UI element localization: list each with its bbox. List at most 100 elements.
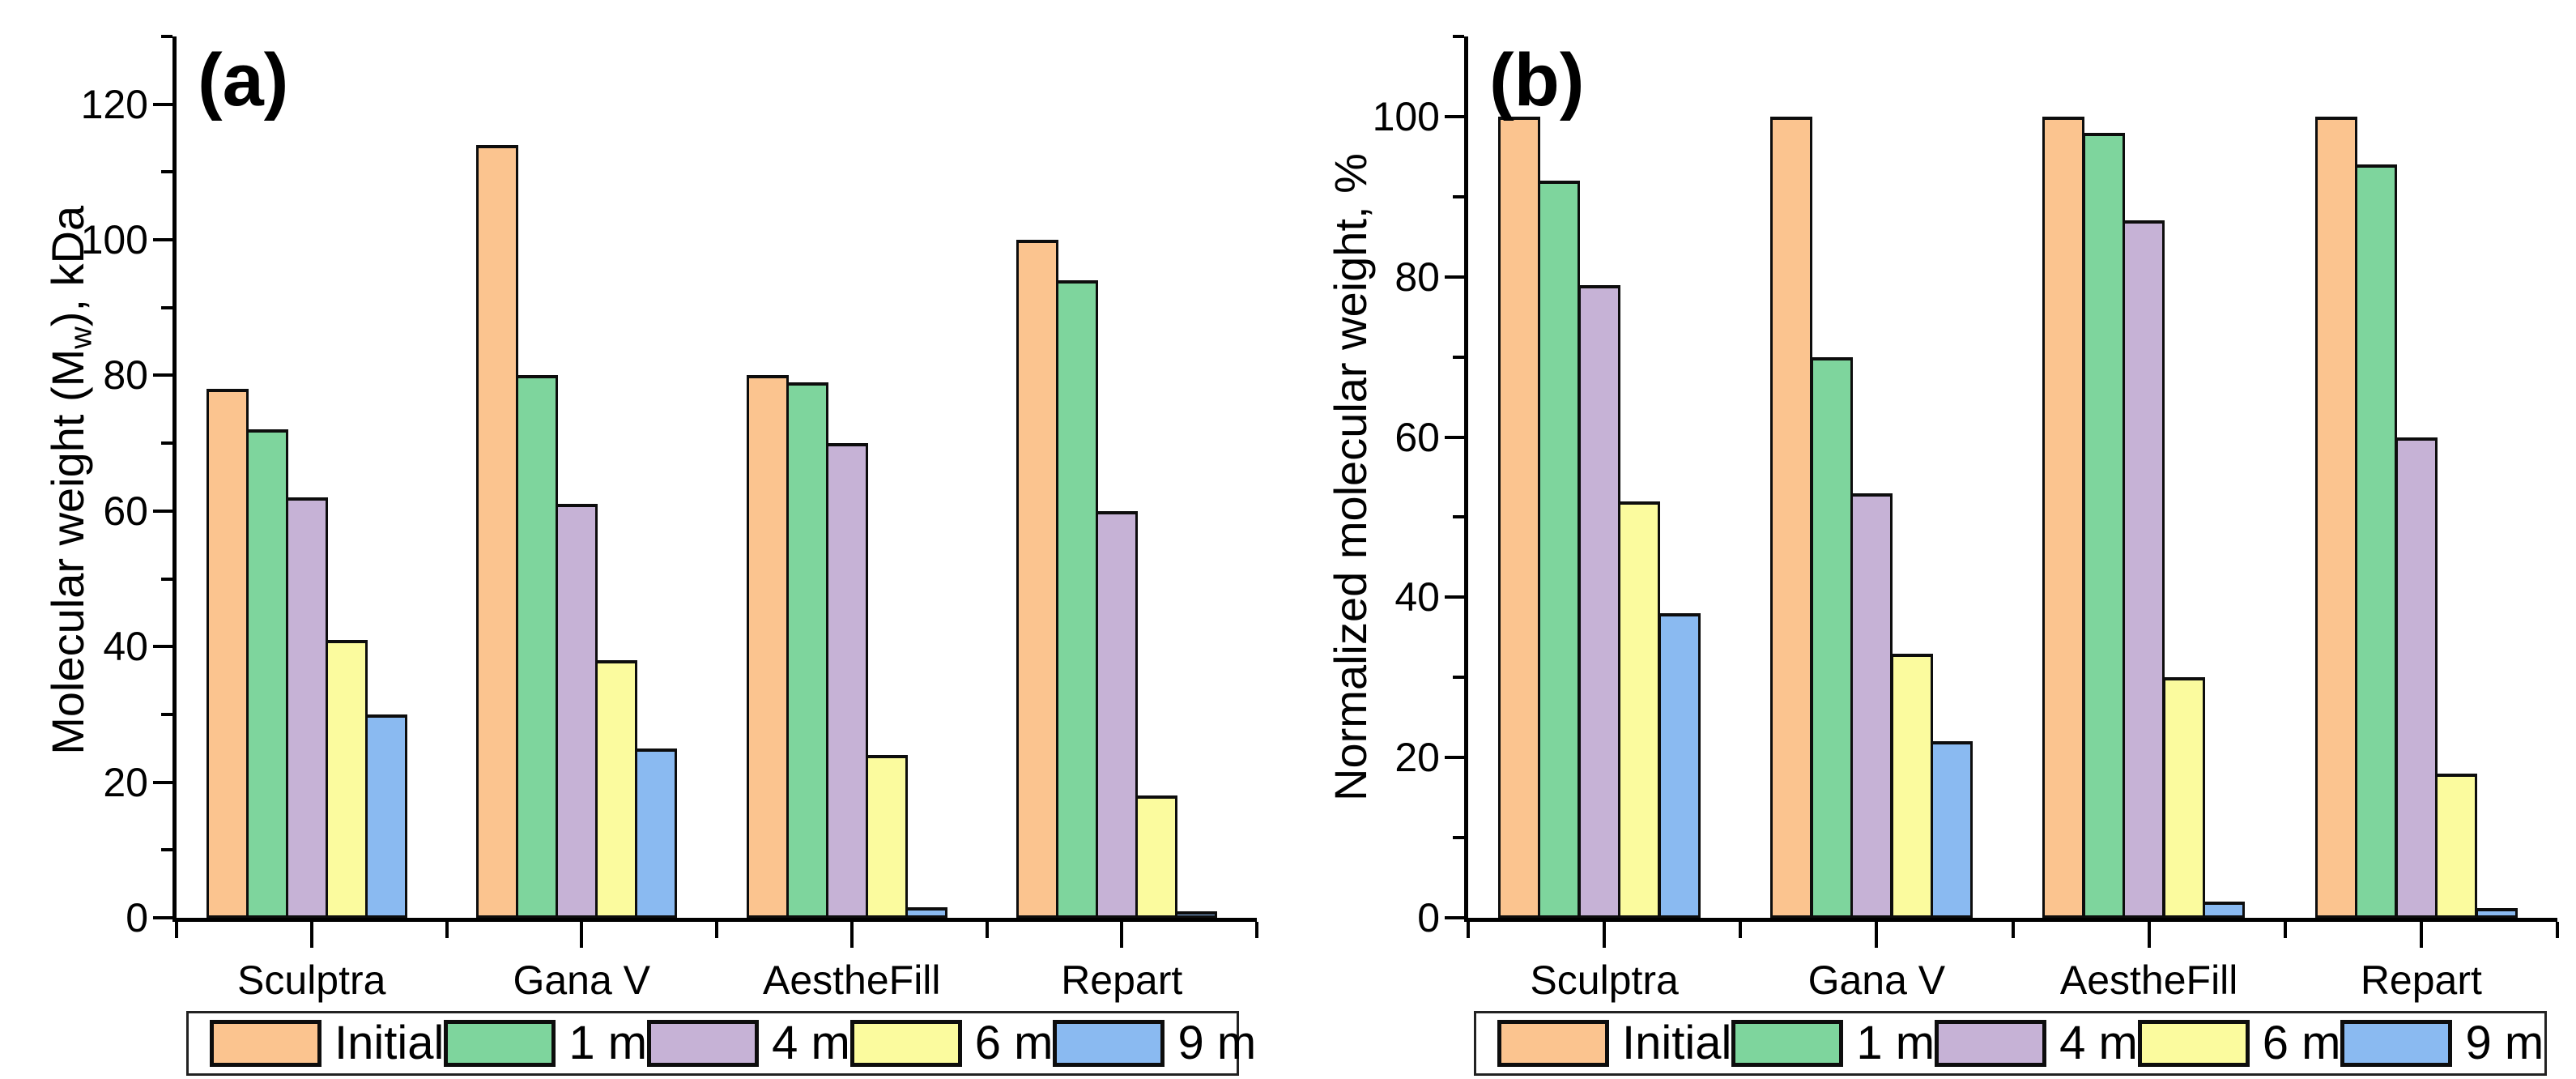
legend-label-9-m: 9 m [2465, 1017, 2544, 1069]
bar-initial-repart [2315, 117, 2357, 918]
y-axis-title-text: ), kDa [42, 205, 94, 327]
legend-b: Initial 1 m 4 m 6 m 9 m [1474, 1011, 2547, 1076]
bar-1-m-repart [1056, 280, 1098, 918]
y-axis-tick-0 [1445, 916, 1464, 919]
bar-1-m-sculptra [1538, 181, 1580, 918]
bar-4-m-repart [1096, 511, 1138, 918]
bar-6-m-repart [1135, 795, 1177, 918]
bar-initial-gana-v [1770, 117, 1812, 918]
bar-initial-aesthefill [2042, 117, 2084, 918]
legend-item-9-m: 9 m [1053, 1020, 1256, 1067]
plot-area-a [172, 36, 1257, 922]
bar-9-m-sculptra [365, 714, 407, 918]
bar-1-m-gana-v [1811, 357, 1853, 918]
y-axis-tick-80 [153, 373, 172, 377]
y-tick-label-40: 40 [1394, 574, 1440, 621]
bar-1-m-repart [2355, 164, 2397, 918]
bar-9-m-repart [2476, 908, 2518, 918]
y-axis-tick-70 [161, 441, 172, 446]
bar-4-m-gana-v [1850, 493, 1893, 918]
panel-label-b: (b) [1489, 39, 1585, 122]
bar-4-m-sculptra [1578, 285, 1620, 918]
y-tick-label-40: 40 [103, 624, 148, 670]
y-axis-tick-60 [1445, 435, 1464, 439]
x-axis-boundary-tick-4 [1255, 922, 1258, 938]
legend-label-initial: Initial [334, 1017, 445, 1069]
bar-9-m-sculptra [1658, 613, 1701, 918]
category-label-repart: Repart [1061, 957, 1183, 1003]
y-axis-tick-10 [161, 848, 172, 852]
x-axis-boundary-tick-0 [1467, 922, 1470, 938]
y-tick-label-80: 80 [103, 352, 148, 399]
legend-swatch-1-m [1731, 1020, 1844, 1067]
legend-item-initial: Initial [1497, 1020, 1731, 1067]
bar-9-m-repart [1175, 911, 1217, 918]
y-axis-tick-50 [1453, 515, 1464, 519]
y-axis-tick-100 [1445, 114, 1464, 118]
bar-6-m-repart [2435, 774, 2477, 918]
legend-label-1-m: 1 m [1856, 1017, 1935, 1069]
legend-item-6-m: 6 m [849, 1020, 1053, 1067]
y-axis-title-text: Molecular weight (M [42, 348, 94, 755]
y-tick-label-80: 80 [1394, 254, 1440, 300]
y-axis-title-a: Molecular weight (Mw), kDa [42, 40, 99, 921]
legend-label-4-m: 4 m [772, 1017, 850, 1069]
bar-6-m-gana-v [595, 660, 637, 918]
y-axis-tick-20 [1445, 756, 1464, 760]
y-tick-label-60: 60 [1394, 414, 1440, 460]
y-axis-tick-110 [161, 170, 172, 174]
legend-swatch-1-m [444, 1020, 556, 1067]
x-axis-boundary-tick-4 [2556, 922, 2559, 938]
y-axis-tick-50 [161, 577, 172, 581]
bar-1-m-sculptra [246, 429, 288, 918]
y-axis-tick-90 [1453, 194, 1464, 198]
y-axis-tick-40 [153, 645, 172, 649]
y-axis-tick-110 [1453, 35, 1464, 38]
y-axis-tick-10 [1453, 836, 1464, 840]
category-label-gana-v: Gana V [513, 957, 651, 1003]
y-tick-label-20: 20 [1394, 735, 1440, 781]
bar-6-m-sculptra [326, 640, 368, 918]
bar-4-m-aesthefill [2123, 220, 2165, 918]
bar-6-m-gana-v [1891, 654, 1933, 918]
bar-4-m-sculptra [286, 497, 328, 918]
y-tick-label-60: 60 [103, 488, 148, 534]
bar-initial-sculptra [1498, 117, 1540, 918]
legend-label-6-m: 6 m [2262, 1017, 2341, 1069]
category-label-aesthefill: AestheFill [762, 957, 941, 1003]
legend-label-initial: Initial [1622, 1017, 1732, 1069]
category-label-sculptra: Sculptra [237, 957, 386, 1003]
y-axis-tick-80 [1445, 275, 1464, 279]
category-label-aesthefill: AestheFill [2059, 957, 2238, 1003]
legend-swatch-9-m [1053, 1020, 1165, 1067]
x-axis-center-tick-aesthefill [849, 922, 854, 948]
legend-item-1-m: 1 m [1731, 1020, 1935, 1067]
x-axis-boundary-tick-1 [1739, 922, 1743, 938]
legend-item-1-m: 1 m [444, 1020, 647, 1067]
legend-swatch-6-m [2137, 1020, 2250, 1067]
legend-swatch-6-m [849, 1020, 962, 1067]
legend-item-6-m: 6 m [2137, 1017, 2341, 1069]
bar-1-m-aesthefill [2083, 133, 2125, 918]
x-axis-center-tick-repart [2419, 922, 2423, 948]
y-tick-label-100: 100 [1372, 93, 1440, 139]
legend-swatch-4-m [1935, 1020, 2047, 1067]
y-axis-tick-60 [153, 509, 172, 513]
legend-a: Initial 1 m 4 m 6 m 9 m [186, 1011, 1256, 1076]
y-axis-tick-30 [1453, 676, 1464, 680]
category-label-sculptra: Sculptra [1530, 957, 1679, 1003]
bar-9-m-aesthefill [905, 907, 947, 918]
y-axis-title-subscript: w [64, 326, 99, 349]
y-axis-tick-0 [153, 916, 172, 919]
x-axis-center-tick-gana-v [580, 922, 584, 948]
x-axis-center-tick-repart [1120, 922, 1124, 948]
bar-4-m-gana-v [556, 504, 598, 918]
y-axis-tick-130 [161, 35, 172, 38]
panel-label-a: (a) [198, 39, 289, 122]
legend-swatch-9-m [2340, 1020, 2453, 1067]
legend-swatch-initial [210, 1020, 321, 1067]
y-tick-label-0: 0 [1417, 895, 1440, 940]
x-axis-boundary-tick-2 [715, 922, 718, 938]
bar-9-m-gana-v [1931, 741, 1973, 918]
